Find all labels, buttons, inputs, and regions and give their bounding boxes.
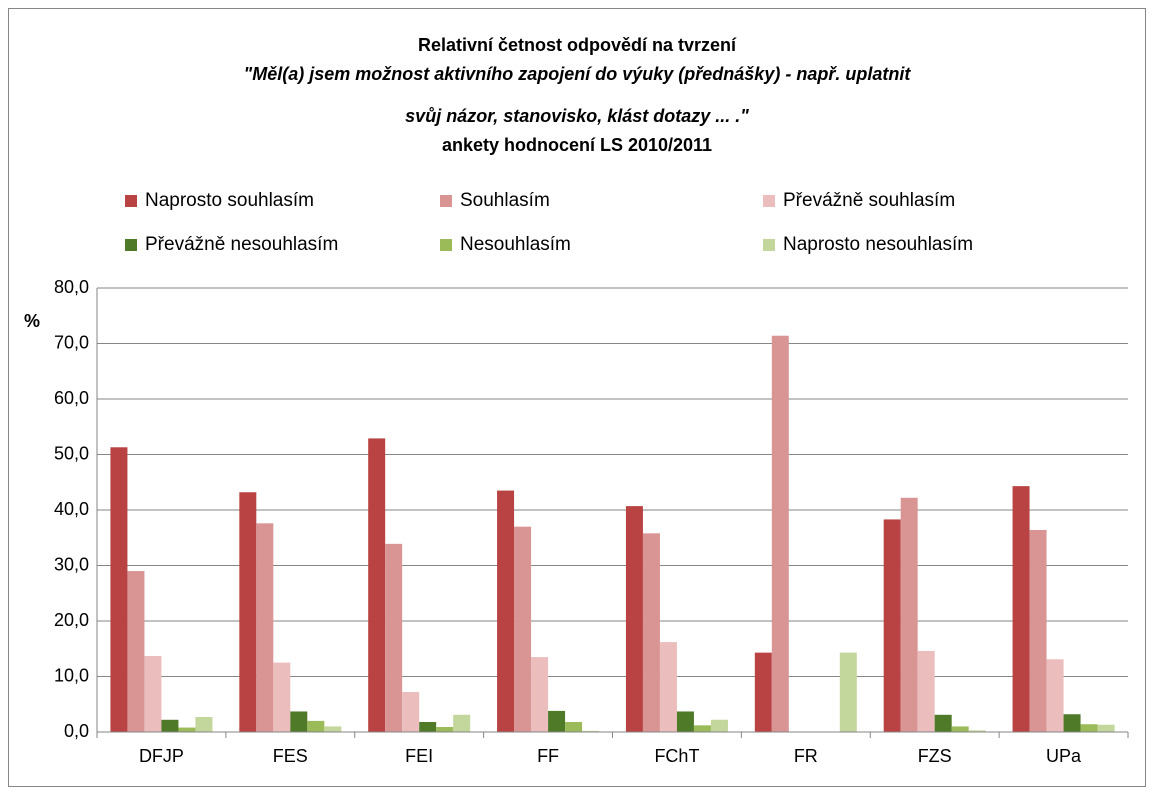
chart-title: ankety hodnocení LS 2010/2011 <box>442 135 712 155</box>
bar <box>1080 724 1098 732</box>
y-tick-label: 20,0 <box>54 610 89 630</box>
bar <box>256 523 274 732</box>
bar <box>883 519 901 732</box>
legend-swatch <box>440 239 452 251</box>
bar <box>951 726 969 732</box>
bar <box>273 662 291 732</box>
bar <box>548 710 566 732</box>
bar <box>368 438 386 732</box>
legend-label: Převážně nesouhlasím <box>145 234 338 255</box>
chart-title: svůj názor, stanovisko, klást dotazy ...… <box>405 106 749 126</box>
bar <box>968 730 986 732</box>
legend-swatch <box>125 195 137 207</box>
x-tick-label: DFJP <box>139 746 184 766</box>
bar <box>514 526 532 732</box>
y-tick-label: 0,0 <box>64 721 89 741</box>
bar <box>144 655 162 732</box>
x-tick-label: FR <box>794 746 818 766</box>
y-tick-label: 30,0 <box>54 554 89 574</box>
y-tick-label: 40,0 <box>54 499 89 519</box>
chart-frame <box>8 8 1146 787</box>
bar <box>531 657 549 732</box>
bar <box>1012 486 1030 732</box>
legend-swatch <box>125 239 137 251</box>
x-tick-label: FZS <box>918 746 952 766</box>
bar <box>110 447 128 732</box>
y-tick-label: 10,0 <box>54 665 89 685</box>
bar <box>1029 529 1047 732</box>
bar <box>693 725 711 732</box>
bar <box>195 717 213 732</box>
legend-label: Převážně souhlasím <box>783 190 955 211</box>
bar <box>127 571 145 732</box>
x-tick-label: UPa <box>1046 746 1082 766</box>
y-axis-label: % <box>24 311 40 331</box>
legend-swatch <box>763 195 775 207</box>
bar <box>1063 714 1081 732</box>
bar <box>676 711 694 732</box>
bar <box>324 726 342 732</box>
bar <box>917 650 935 732</box>
bar <box>642 533 660 732</box>
y-tick-label: 70,0 <box>54 332 89 352</box>
legend-label: Souhlasím <box>460 190 550 211</box>
bar <box>659 642 677 732</box>
bar <box>754 652 772 732</box>
legend-swatch <box>763 239 775 251</box>
bar <box>385 543 403 732</box>
bar <box>497 490 515 732</box>
legend-swatch <box>440 195 452 207</box>
bar <box>161 719 179 732</box>
x-tick-label: FES <box>273 746 308 766</box>
y-tick-label: 50,0 <box>54 443 89 463</box>
bar <box>771 335 789 732</box>
bar <box>710 719 728 732</box>
x-tick-label: FF <box>537 746 559 766</box>
legend-label: Naprosto nesouhlasím <box>783 234 973 255</box>
bar <box>934 714 952 732</box>
y-tick-label: 60,0 <box>54 388 89 408</box>
chart-title: Relativní četnost odpovědí na tvrzení <box>418 35 737 55</box>
bar <box>290 711 308 732</box>
bar <box>178 727 196 732</box>
x-tick-label: FEI <box>405 746 433 766</box>
bar <box>419 722 437 732</box>
legend-label: Naprosto souhlasím <box>145 190 314 211</box>
chart-title: "Měl(a) jsem možnost aktivního zapojení … <box>244 64 912 84</box>
x-tick-label: FChT <box>654 746 699 766</box>
bar <box>453 714 471 732</box>
bar <box>839 652 857 732</box>
bar <box>1097 724 1115 732</box>
bar <box>1046 659 1064 732</box>
bar <box>582 730 600 732</box>
bar <box>436 727 454 732</box>
bar <box>307 720 325 732</box>
y-tick-label: 80,0 <box>54 277 89 297</box>
bar <box>402 692 420 732</box>
bar <box>900 497 918 732</box>
bar <box>239 492 257 732</box>
legend-label: Nesouhlasím <box>460 234 571 255</box>
bar <box>565 722 583 732</box>
bar <box>625 506 643 732</box>
